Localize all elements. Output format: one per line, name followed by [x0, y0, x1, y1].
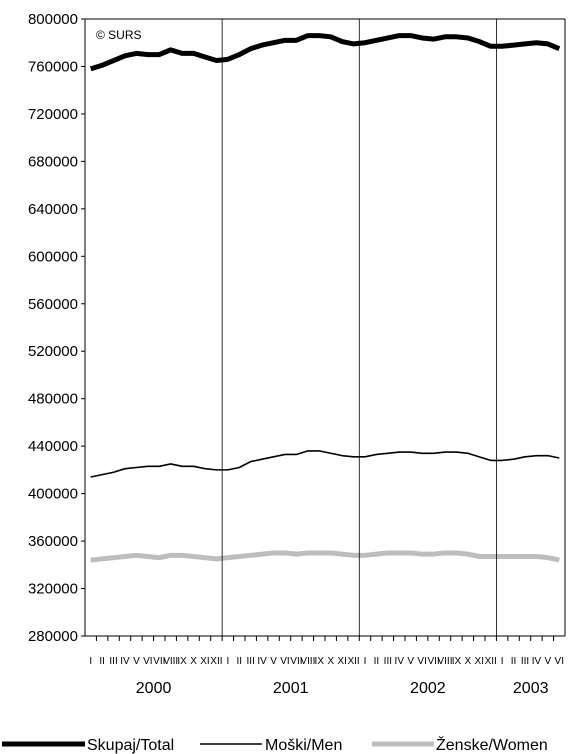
x-month-label: III — [247, 656, 255, 667]
y-tick-label: 440000 — [28, 438, 78, 455]
x-month-label: III — [384, 656, 392, 667]
y-tick-label: 280000 — [28, 628, 78, 645]
y-tick-label: 560000 — [28, 296, 78, 313]
series-line-2 — [90, 550, 560, 563]
x-month-label: VII — [153, 656, 165, 667]
y-tick-label: 600000 — [28, 248, 78, 265]
legend-label: Moški/Men — [265, 737, 342, 754]
x-month-label: XII — [347, 656, 359, 667]
x-month-label: VI — [280, 656, 289, 667]
x-month-label: VI — [555, 656, 564, 667]
x-month-label: IV — [395, 656, 405, 667]
x-month-label: IX — [315, 656, 325, 667]
copyright-label: © SURS — [96, 28, 142, 42]
y-tick-label: 680000 — [28, 153, 78, 170]
y-tick-label: 760000 — [28, 58, 78, 75]
x-month-label: V — [270, 656, 277, 667]
x-month-label: XII — [210, 656, 222, 667]
x-month-label: VI — [143, 656, 152, 667]
series-line-1 — [90, 450, 560, 478]
series-line-0 — [89, 33, 561, 72]
x-month-label: X — [465, 656, 472, 667]
y-tick-label: 480000 — [28, 391, 78, 408]
x-month-label: X — [327, 656, 334, 667]
x-month-label: V — [545, 656, 552, 667]
plot-area — [84, 18, 566, 637]
x-month-label: VI — [417, 656, 426, 667]
legend: Skupaj/Total Moški/Men Ženske/Women — [2, 735, 548, 754]
x-month-label: I — [226, 656, 229, 667]
y-tick-label: 720000 — [28, 106, 78, 123]
x-month-label: IX — [452, 656, 462, 667]
x-month-label: IV — [532, 656, 542, 667]
x-month-label: IX — [177, 656, 187, 667]
x-month-label: XII — [485, 656, 497, 667]
x-month-label: XI — [475, 656, 484, 667]
x-month-label: XI — [337, 656, 346, 667]
y-tick-label: 400000 — [28, 486, 78, 503]
series-lines — [89, 33, 561, 563]
x-month-label: II — [374, 656, 380, 667]
legend-label: Skupaj/Total — [87, 737, 174, 754]
y-axis-tick-labels: 280000 320000 360000 400000 440000 480000 5200… — [28, 11, 85, 645]
x-month-label: I — [501, 656, 504, 667]
x-month-label: VIII — [437, 656, 452, 667]
x-month-label: V — [407, 656, 414, 667]
y-tick-label: 320000 — [28, 581, 78, 598]
x-month-label: II — [99, 656, 105, 667]
x-month-label: VII — [290, 656, 302, 667]
x-month-label: IV — [257, 656, 267, 667]
x-month-label: VIII — [163, 656, 178, 667]
x-month-label: I — [364, 656, 367, 667]
x-month-label: X — [190, 656, 197, 667]
x-month-label: III — [109, 656, 117, 667]
x-month-label: III — [521, 656, 529, 667]
y-tick-label: 360000 — [28, 533, 78, 550]
x-month-label: V — [133, 656, 140, 667]
y-tick-label: 640000 — [28, 201, 78, 218]
legend-label: Ženske/Women — [436, 735, 548, 754]
x-year-label: 2003 — [513, 680, 549, 697]
x-month-label: II — [511, 656, 517, 667]
y-tick-label: 800000 — [28, 11, 78, 28]
x-year-label: 2000 — [136, 680, 172, 697]
x-month-label: VII — [427, 656, 439, 667]
y-tick-label: 520000 — [28, 343, 78, 360]
x-month-label: VIII — [300, 656, 315, 667]
x-year-label: 2001 — [273, 680, 309, 697]
x-month-label: I — [89, 656, 92, 667]
x-month-label: XI — [200, 656, 209, 667]
x-month-label: IV — [120, 656, 130, 667]
x-year-label: 2002 — [410, 680, 446, 697]
x-month-label: II — [237, 656, 243, 667]
